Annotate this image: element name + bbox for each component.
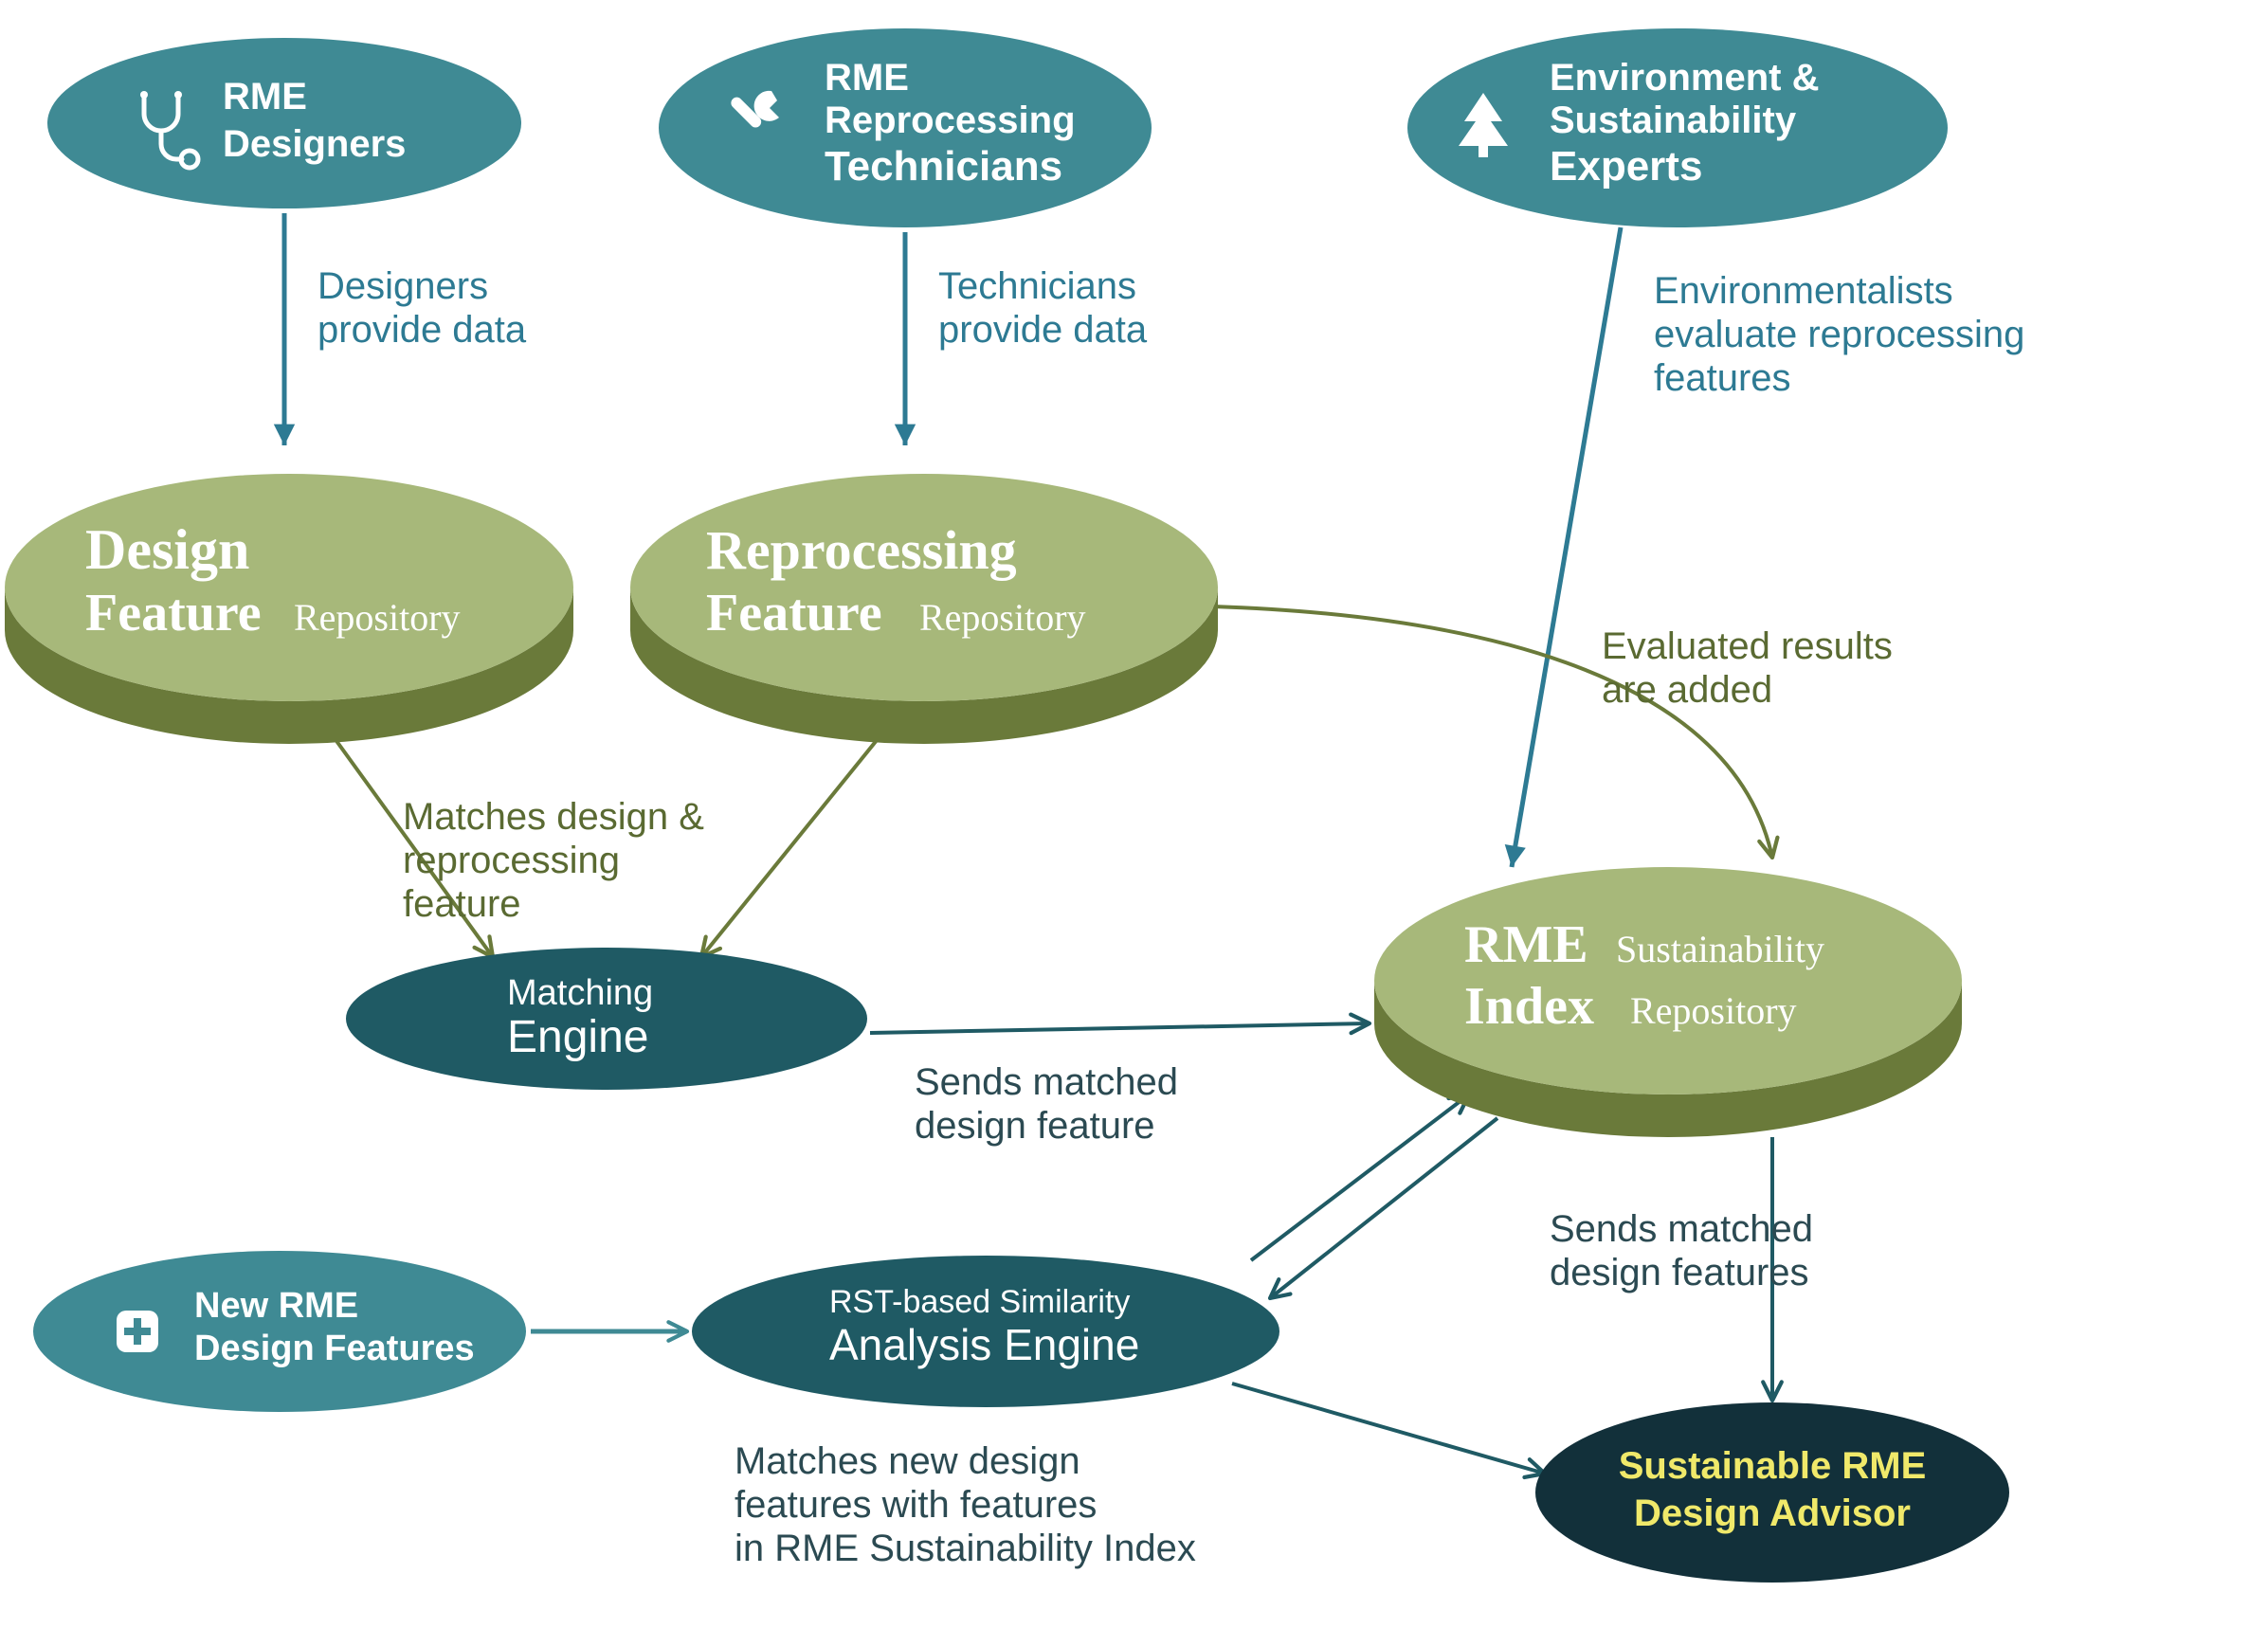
l-evaluated: Evaluated resultsare added bbox=[1602, 625, 1893, 711]
nodes-layer: RMEDesignersRMEReprocessingTechniciansEn… bbox=[5, 28, 2009, 1583]
e-reproc-match bbox=[701, 734, 881, 957]
e-analysis-advisor bbox=[1232, 1384, 1545, 1474]
node-analysisEngine: RST-based SimilarityAnalysis Engine bbox=[692, 1256, 1279, 1407]
node-technicians-text-2: Technicians bbox=[825, 143, 1062, 190]
l-evaluated-line-1: are added bbox=[1602, 669, 1772, 711]
node-newFeatures-text-0: New RME bbox=[194, 1286, 358, 1326]
l-matches-new: Matches new designfeatures with features… bbox=[735, 1440, 1196, 1569]
l-technicians-line-1: provide data bbox=[938, 309, 1148, 351]
node-advisor-text-0: Sustainable RME bbox=[1619, 1445, 1927, 1487]
node-designRepo-text-2: Repository bbox=[294, 596, 461, 639]
l-sends-match-line-0: Sends matched bbox=[915, 1061, 1178, 1103]
node-envExperts-text-2: Experts bbox=[1550, 143, 1702, 190]
node-reprocRepo-text-1: Feature bbox=[706, 584, 882, 642]
node-advisor-text-1: Design Advisor bbox=[1634, 1492, 1911, 1534]
node-advisor: Sustainable RME Design Advisor bbox=[1535, 1402, 2009, 1583]
node-designers: RME Designers bbox=[47, 38, 521, 208]
node-reprocRepo-text-0: Reprocessing bbox=[706, 519, 1017, 581]
l-env-line-1: evaluate reprocessing bbox=[1654, 314, 2024, 355]
l-matches-line-2: feature bbox=[403, 883, 521, 925]
e-sust-analysis bbox=[1270, 1118, 1497, 1298]
node-designRepo-text-1: Feature bbox=[85, 584, 262, 642]
node-matchEngine: MatchingEngine bbox=[346, 948, 867, 1090]
l-designers: Designersprovide data bbox=[318, 265, 527, 351]
node-analysisEngine-text-0: RST-based Similarity bbox=[829, 1284, 1130, 1320]
l-matches: Matches design &reprocessingfeature bbox=[403, 796, 704, 925]
l-matches-new-line-0: Matches new design bbox=[735, 1440, 1080, 1482]
node-newFeatures-text-1: Design Features bbox=[194, 1329, 475, 1368]
l-technicians: Techniciansprovide data bbox=[938, 265, 1148, 351]
node-reprocRepo-text-2: Repository bbox=[919, 596, 1086, 639]
l-matches-new-line-2: in RME Sustainability Index bbox=[735, 1528, 1196, 1569]
node-sustRepo-text-0: RME bbox=[1464, 915, 1588, 974]
l-sends-features-line-1: design features bbox=[1550, 1252, 1809, 1293]
node-matchEngine-text-1: Engine bbox=[507, 1012, 648, 1062]
node-sustRepo-text-2: Index bbox=[1464, 977, 1594, 1036]
l-matches-line-1: reprocessing bbox=[403, 840, 620, 881]
l-env-line-2: features bbox=[1654, 357, 1791, 399]
node-sustRepo-text-3: Repository bbox=[1630, 989, 1797, 1032]
e-match-sust bbox=[870, 1023, 1370, 1033]
node-newFeatures: New RMEDesign Features bbox=[33, 1251, 526, 1412]
node-technicians: RMEReprocessingTechnicians bbox=[659, 28, 1152, 227]
node-sustRepo: RME Sustainability Index Repository bbox=[1374, 867, 1962, 1137]
node-designers-text-1: Designers bbox=[223, 123, 406, 165]
node-designers-text-0: RME bbox=[223, 76, 307, 118]
l-designers-line-0: Designers bbox=[318, 265, 488, 307]
node-envExperts-text-0: Environment & bbox=[1550, 57, 1819, 99]
l-technicians-line-0: Technicians bbox=[938, 265, 1136, 307]
node-envExperts-text-1: Sustainability bbox=[1550, 99, 1797, 141]
node-designRepo: DesignFeature Repository bbox=[5, 474, 573, 744]
l-sends-match: Sends matcheddesign feature bbox=[915, 1061, 1178, 1147]
l-evaluated-line-0: Evaluated results bbox=[1602, 625, 1893, 667]
l-designers-line-1: provide data bbox=[318, 309, 527, 351]
node-reprocRepo: ReprocessingFeature Repository bbox=[630, 474, 1218, 744]
l-env: Environmentalistsevaluate reprocessingfe… bbox=[1654, 270, 2024, 399]
node-sustRepo-text-1: Sustainability bbox=[1616, 928, 1824, 970]
l-matches-line-0: Matches design & bbox=[403, 796, 704, 838]
node-analysisEngine-text-1: Analysis Engine bbox=[829, 1320, 1139, 1369]
l-matches-new-line-1: features with features bbox=[735, 1484, 1097, 1526]
node-matchEngine-text-0: Matching bbox=[507, 973, 653, 1013]
node-designRepo-text-0: Design bbox=[85, 518, 249, 581]
e-analysis-sust bbox=[1251, 1094, 1469, 1260]
node-technicians-text-0: RME bbox=[825, 57, 909, 99]
node-envExperts: Environment &SustainabilityExperts bbox=[1407, 28, 1948, 227]
l-sends-features-line-0: Sends matched bbox=[1550, 1208, 1813, 1250]
e-env-sust bbox=[1512, 227, 1621, 867]
newFeatures-plus-icon bbox=[117, 1311, 158, 1352]
l-sends-match-line-1: design feature bbox=[915, 1105, 1155, 1147]
l-env-line-0: Environmentalists bbox=[1654, 270, 1953, 312]
node-technicians-text-1: Reprocessing bbox=[825, 99, 1076, 141]
